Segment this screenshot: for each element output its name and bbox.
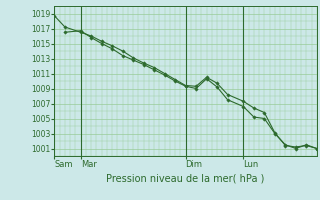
X-axis label: Pression niveau de la mer( hPa ): Pression niveau de la mer( hPa ) — [107, 173, 265, 183]
